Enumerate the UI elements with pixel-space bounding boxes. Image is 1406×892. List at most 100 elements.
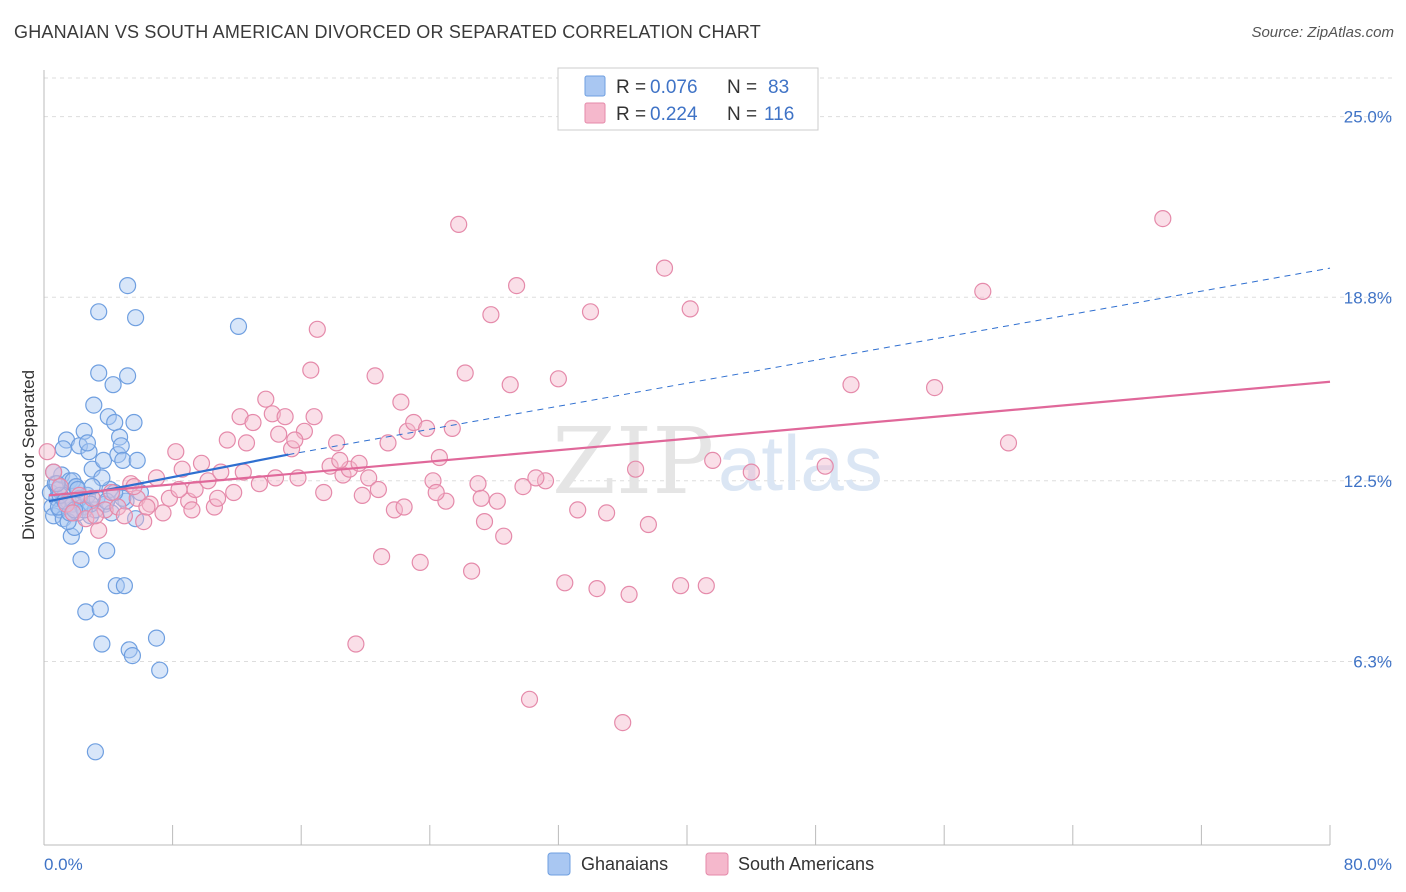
south-americans-point-32	[244, 413, 262, 432]
south-americans-point-31	[237, 434, 256, 452]
south-americans-trend-line	[48, 380, 1331, 497]
chart-title: GHANAIAN VS SOUTH AMERICAN DIVORCED OR S…	[14, 22, 761, 42]
y-tick-label-3: 25.0%	[1344, 108, 1392, 127]
south-americans-point-2	[51, 478, 69, 496]
y-tick-label-0: 6.3%	[1353, 652, 1392, 671]
south-americans-point-97	[138, 498, 156, 516]
south-americans-point-84	[639, 515, 658, 534]
south-americans-point-80	[588, 579, 606, 598]
south-americans-point-45	[328, 434, 346, 452]
ghanaians-point-19	[72, 550, 90, 569]
south-americans-point-64	[450, 215, 468, 233]
south-americans-point-48	[347, 635, 365, 653]
bottom-legend-label-ghanaians: Ghanaians	[581, 854, 668, 874]
legend-r-value-2: 0.224	[650, 104, 698, 125]
south-americans-point-103	[286, 431, 304, 449]
ghanaians-point-43	[110, 428, 129, 446]
south-americans-point-41	[302, 361, 320, 379]
ghanaians-point-2	[44, 507, 63, 525]
south-americans-point-21	[173, 460, 191, 478]
south-americans-point-9	[96, 501, 114, 519]
bottom-legend-swatch-south-americans	[705, 852, 729, 876]
ghanaians-trend-extension	[288, 267, 1331, 456]
south-americans-point-109	[427, 483, 445, 502]
x-tick-labels: 0.0% 80.0%	[44, 855, 1392, 874]
legend-r-label-2: R =	[616, 104, 646, 125]
south-americans-point-78	[556, 574, 574, 592]
south-americans-point-68	[475, 512, 494, 531]
south-americans-point-94	[974, 282, 992, 300]
south-americans-point-90	[842, 376, 860, 394]
south-americans-point-107	[369, 480, 387, 499]
ghanaians-point-56	[151, 661, 169, 679]
south-americans-point-112	[569, 501, 587, 519]
south-americans-point-38	[283, 440, 301, 458]
ghanaians-point-45	[114, 451, 132, 469]
y-tick-labels: 6.3% 12.5% 18.8% 25.0%	[1344, 108, 1392, 672]
ghanaians-point-40	[106, 413, 124, 432]
south-americans-point-20	[167, 443, 185, 461]
south-americans-point-85	[655, 259, 674, 277]
south-americans-point-61	[430, 448, 448, 467]
south-americans-point-105	[331, 451, 349, 469]
ghanaians-point-44	[112, 437, 130, 455]
bottom-legend-swatch-ghanaians	[547, 852, 571, 876]
south-americans-point-74	[514, 478, 532, 496]
legend-n-label-1: N =	[727, 77, 757, 98]
south-americans-point-82	[614, 713, 632, 732]
y-tick-label-2: 18.8%	[1344, 288, 1392, 307]
ghanaians-point-69	[93, 469, 111, 487]
ghanaians-point-55	[147, 629, 166, 647]
south-americans-point-24	[192, 454, 211, 472]
ghanaians-point-27	[85, 396, 103, 414]
ghanaians-point-58	[118, 277, 137, 295]
south-americans-point-6	[77, 510, 95, 528]
south-americans-point-102	[266, 469, 285, 487]
south-americans-point-65	[456, 364, 474, 382]
south-americans-point-77	[549, 370, 568, 388]
south-americans-point-111	[527, 469, 545, 487]
ghanaians-point-51	[125, 413, 143, 432]
south-americans-point-29	[225, 483, 243, 502]
ghanaians-point-50	[123, 646, 141, 665]
axes	[43, 70, 1331, 846]
south-americans-point-73	[507, 277, 526, 295]
south-americans-point-70	[488, 492, 506, 510]
south-americans-point-0	[38, 443, 56, 461]
ghanaians-point-61	[86, 743, 105, 761]
south-americans-point-12	[115, 507, 134, 525]
ghanaians-point-66	[78, 434, 97, 452]
south-americans-point-37	[276, 408, 294, 426]
trend-lines	[48, 267, 1331, 503]
south-americans-point-52	[373, 547, 391, 566]
legend-swatch-south-americans	[584, 102, 606, 124]
south-americans-point-51	[366, 367, 384, 385]
ghanaians-point-59	[229, 317, 248, 335]
south-americans-point-76	[536, 472, 555, 490]
legend: R = 0.076 N = 83 R = 0.224 N = 116	[557, 67, 819, 131]
ghanaians-point-53	[128, 451, 146, 469]
south-americans-point-79	[581, 303, 600, 321]
x-tick-label-min: 0.0%	[44, 855, 83, 874]
south-americans-point-91	[925, 379, 944, 397]
south-americans-point-15	[135, 512, 153, 531]
south-americans-point-113	[626, 460, 645, 478]
south-americans-point-87	[681, 300, 699, 318]
south-americans-point-40	[295, 422, 313, 440]
south-americans-point-69	[482, 306, 500, 324]
bottom-legend-label-south-americans: South Americans	[738, 854, 874, 874]
south-americans-point-11	[109, 498, 127, 516]
south-americans-point-34	[257, 390, 275, 408]
south-americans-point-8	[90, 521, 108, 539]
legend-n-label-2: N =	[727, 104, 757, 125]
legend-n-value-1: 83	[768, 77, 789, 98]
south-americans-point-46	[334, 466, 352, 484]
south-americans-points	[38, 210, 1172, 732]
ghanaians-point-30	[90, 364, 108, 382]
south-americans-point-108	[395, 498, 413, 516]
ghanaians-point-48	[118, 367, 137, 385]
south-americans-point-35	[263, 405, 281, 423]
south-americans-point-95	[86, 507, 105, 525]
south-americans-point-81	[597, 504, 616, 522]
